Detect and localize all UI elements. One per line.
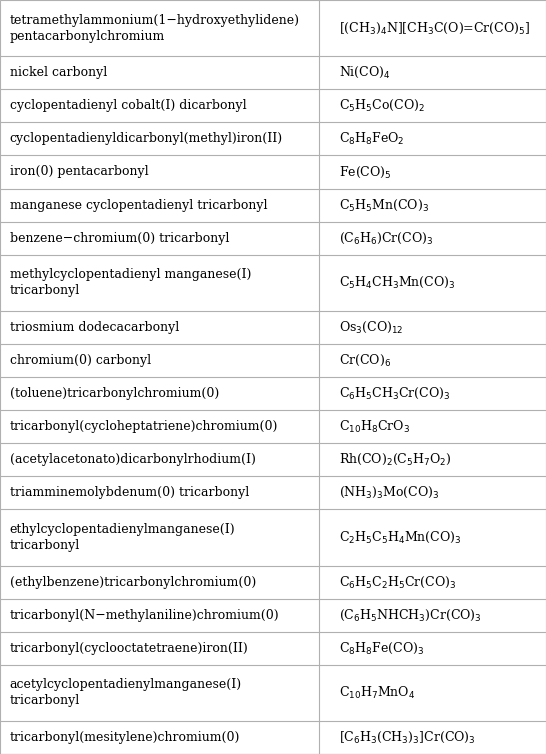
Text: C$_{8}$H$_{8}$Fe(CO)$_{3}$: C$_{8}$H$_{8}$Fe(CO)$_{3}$ <box>339 641 424 656</box>
Text: (C$_{6}$H$_{6}$)Cr(CO)$_{3}$: (C$_{6}$H$_{6}$)Cr(CO)$_{3}$ <box>339 231 433 246</box>
Text: C$_{2}$H$_{5}$C$_{5}$H$_{4}$Mn(CO)$_{3}$: C$_{2}$H$_{5}$C$_{5}$H$_{4}$Mn(CO)$_{3}$ <box>339 530 461 545</box>
Text: (C$_{6}$H$_{5}$NHCH$_{3}$)Cr(CO)$_{3}$: (C$_{6}$H$_{5}$NHCH$_{3}$)Cr(CO)$_{3}$ <box>339 608 481 623</box>
Text: tetramethylammonium(1−hydroxyethylidene)
pentacarbonylchromium: tetramethylammonium(1−hydroxyethylidene)… <box>10 14 300 43</box>
Text: [C$_{6}$H$_{3}$(CH$_{3}$)$_{3}$]Cr(CO)$_{3}$: [C$_{6}$H$_{3}$(CH$_{3}$)$_{3}$]Cr(CO)$_… <box>339 730 475 745</box>
Text: nickel carbonyl: nickel carbonyl <box>10 66 107 79</box>
Text: C$_{6}$H$_{5}$C$_{2}$H$_{5}$Cr(CO)$_{3}$: C$_{6}$H$_{5}$C$_{2}$H$_{5}$Cr(CO)$_{3}$ <box>339 575 456 590</box>
Text: Rh(CO)$_{2}$(C$_{5}$H$_{7}$O$_{2}$): Rh(CO)$_{2}$(C$_{5}$H$_{7}$O$_{2}$) <box>339 452 451 467</box>
Text: iron(0) pentacarbonyl: iron(0) pentacarbonyl <box>10 165 149 179</box>
Text: C$_{5}$H$_{4}$CH$_{3}$Mn(CO)$_{3}$: C$_{5}$H$_{4}$CH$_{3}$Mn(CO)$_{3}$ <box>339 275 455 290</box>
Text: (NH$_{3}$)$_{3}$Mo(CO)$_{3}$: (NH$_{3}$)$_{3}$Mo(CO)$_{3}$ <box>339 485 439 501</box>
Text: (acetylacetonato)dicarbonylrhodium(I): (acetylacetonato)dicarbonylrhodium(I) <box>10 453 256 466</box>
Text: acetylcyclopentadienylmanganese(I)
tricarbonyl: acetylcyclopentadienylmanganese(I) trica… <box>10 679 242 707</box>
Text: tricarbonyl(N−methylaniline)chromium(0): tricarbonyl(N−methylaniline)chromium(0) <box>10 608 280 621</box>
Text: Fe(CO)$_{5}$: Fe(CO)$_{5}$ <box>339 164 391 179</box>
Text: triamminemolybdenum(0) tricarbonyl: triamminemolybdenum(0) tricarbonyl <box>10 486 249 499</box>
Text: (toluene)tricarbonylchromium(0): (toluene)tricarbonylchromium(0) <box>10 387 219 400</box>
Text: (ethylbenzene)tricarbonylchromium(0): (ethylbenzene)tricarbonylchromium(0) <box>10 575 256 589</box>
Text: methylcyclopentadienyl manganese(I)
tricarbonyl: methylcyclopentadienyl manganese(I) tric… <box>10 268 251 297</box>
Text: manganese cyclopentadienyl tricarbonyl: manganese cyclopentadienyl tricarbonyl <box>10 198 268 212</box>
Text: C$_{10}$H$_{7}$MnO$_{4}$: C$_{10}$H$_{7}$MnO$_{4}$ <box>339 685 415 701</box>
Text: C$_{8}$H$_{8}$FeO$_{2}$: C$_{8}$H$_{8}$FeO$_{2}$ <box>339 131 404 147</box>
Text: tricarbonyl(cycloheptatriene)chromium(0): tricarbonyl(cycloheptatriene)chromium(0) <box>10 420 278 433</box>
Text: Ni(CO)$_{4}$: Ni(CO)$_{4}$ <box>339 65 390 81</box>
Text: [(CH$_{3}$)$_{4}$N][CH$_{3}$C(O)=Cr(CO)$_{5}$]: [(CH$_{3}$)$_{4}$N][CH$_{3}$C(O)=Cr(CO)$… <box>339 20 530 35</box>
Text: C$_{10}$H$_{8}$CrO$_{3}$: C$_{10}$H$_{8}$CrO$_{3}$ <box>339 418 410 434</box>
Text: Cr(CO)$_{6}$: Cr(CO)$_{6}$ <box>339 353 391 368</box>
Text: tricarbonyl(cyclooctatetraene)iron(II): tricarbonyl(cyclooctatetraene)iron(II) <box>10 642 248 654</box>
Text: C$_{5}$H$_{5}$Mn(CO)$_{3}$: C$_{5}$H$_{5}$Mn(CO)$_{3}$ <box>339 198 429 213</box>
Text: tricarbonyl(mesitylene)chromium(0): tricarbonyl(mesitylene)chromium(0) <box>10 731 240 744</box>
Text: benzene−chromium(0) tricarbonyl: benzene−chromium(0) tricarbonyl <box>10 231 229 244</box>
Text: Os$_{3}$(CO)$_{12}$: Os$_{3}$(CO)$_{12}$ <box>339 320 403 335</box>
Text: C$_{6}$H$_{5}$CH$_{3}$Cr(CO)$_{3}$: C$_{6}$H$_{5}$CH$_{3}$Cr(CO)$_{3}$ <box>339 386 450 401</box>
Text: C$_{5}$H$_{5}$Co(CO)$_{2}$: C$_{5}$H$_{5}$Co(CO)$_{2}$ <box>339 98 424 113</box>
Text: ethylcyclopentadienylmanganese(I)
tricarbonyl: ethylcyclopentadienylmanganese(I) tricar… <box>10 523 235 552</box>
Text: cyclopentadienyl cobalt(I) dicarbonyl: cyclopentadienyl cobalt(I) dicarbonyl <box>10 100 246 112</box>
Text: triosmium dodecacarbonyl: triosmium dodecacarbonyl <box>10 321 179 334</box>
Text: chromium(0) carbonyl: chromium(0) carbonyl <box>10 354 151 367</box>
Text: cyclopentadienyldicarbonyl(methyl)iron(II): cyclopentadienyldicarbonyl(methyl)iron(I… <box>10 133 283 146</box>
